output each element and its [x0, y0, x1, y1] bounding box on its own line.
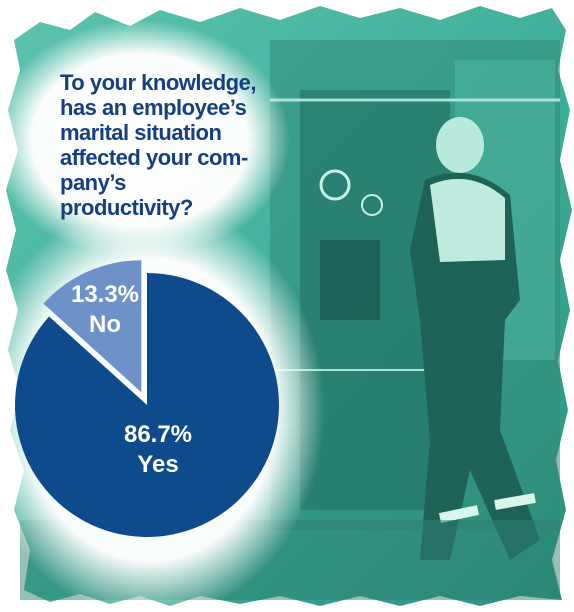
- slice-value-no: 13.3%: [70, 281, 140, 308]
- reflective-stripe: [494, 493, 536, 510]
- pie-slice-no: [43, 260, 142, 393]
- firefighter-body: [410, 172, 540, 560]
- slice-name-yes: Yes: [137, 451, 179, 478]
- pump-panel-detail: [320, 240, 380, 320]
- question-line: marital situation: [60, 120, 222, 145]
- question-line: has an employee’s: [60, 95, 247, 120]
- pie-slice-yes: [14, 273, 279, 537]
- slice-label-yes: 86.7% Yes: [103, 420, 213, 480]
- gauge-icon: [361, 194, 383, 216]
- slice-label-no: 13.3% No: [60, 280, 150, 340]
- white-halo: [0, 20, 290, 260]
- firefighter-shirt: [430, 178, 505, 262]
- question-line: pany’s productivity?: [60, 170, 193, 220]
- gauge-icon: [319, 169, 351, 201]
- question-line: affected your com-: [60, 145, 248, 170]
- reflective-stripe: [438, 505, 480, 523]
- question-text: To your knowledge, has an employee’s mar…: [60, 70, 260, 220]
- slice-value-yes: 86.7%: [123, 421, 193, 448]
- question-line: To your knowledge,: [60, 70, 256, 95]
- pie-chart: [14, 260, 279, 537]
- slice-name-no: No: [89, 311, 121, 338]
- firefighter-head: [436, 117, 484, 173]
